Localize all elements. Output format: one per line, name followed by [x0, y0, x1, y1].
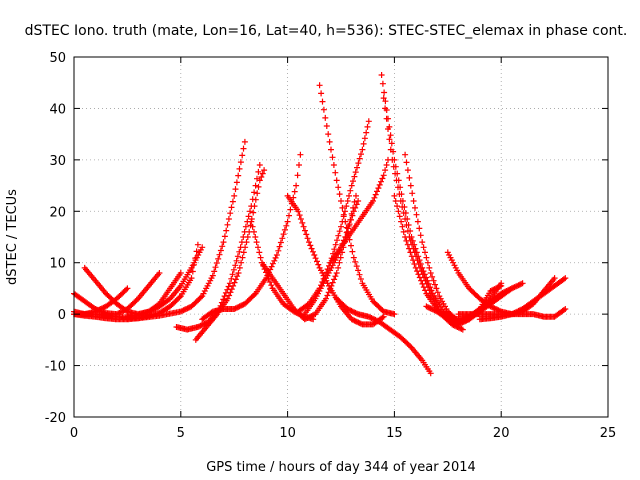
- y-tick-label: 30: [49, 154, 66, 169]
- x-tick-label: 10: [279, 426, 296, 441]
- x-tick-label: 0: [70, 426, 78, 441]
- data-layer: [71, 72, 569, 377]
- data-point-markers: [284, 192, 387, 328]
- x-tick-label: 25: [600, 426, 617, 441]
- x-tick-label: 20: [493, 426, 510, 441]
- x-tick-label: 15: [386, 426, 403, 441]
- y-axis-label: dSTEC / TECUs: [5, 189, 20, 285]
- y-tick-label: 0: [58, 308, 66, 323]
- data-point-markers: [333, 295, 434, 377]
- data-point-markers: [476, 275, 569, 323]
- data-series: [476, 275, 569, 323]
- y-tick-label: 10: [49, 257, 66, 272]
- y-tick-label: -20: [45, 411, 66, 426]
- data-point-markers: [327, 156, 391, 266]
- ticks: [73, 56, 609, 418]
- data-series: [333, 295, 434, 377]
- x-axis-label: GPS time / hours of day 344 of year 2014: [206, 460, 476, 475]
- y-tick-label: 20: [49, 205, 66, 220]
- data-series: [284, 192, 387, 328]
- plot-frame: [73, 56, 609, 418]
- data-series: [327, 156, 391, 266]
- x-tick-label: 5: [177, 426, 185, 441]
- y-tick-label: -10: [45, 360, 66, 375]
- data-series: [316, 82, 398, 318]
- y-tick-label: 50: [49, 51, 66, 66]
- y-tick-label: 40: [49, 102, 66, 117]
- data-point-markers: [316, 82, 398, 318]
- x-tick-labels: 0 5 10 15 20 25: [70, 426, 616, 441]
- y-tick-labels: -20 -10 0 10 20 30 40 50: [45, 51, 66, 426]
- chart-title: dSTEC Iono. truth (mate, Lon=16, Lat=40,…: [25, 23, 628, 39]
